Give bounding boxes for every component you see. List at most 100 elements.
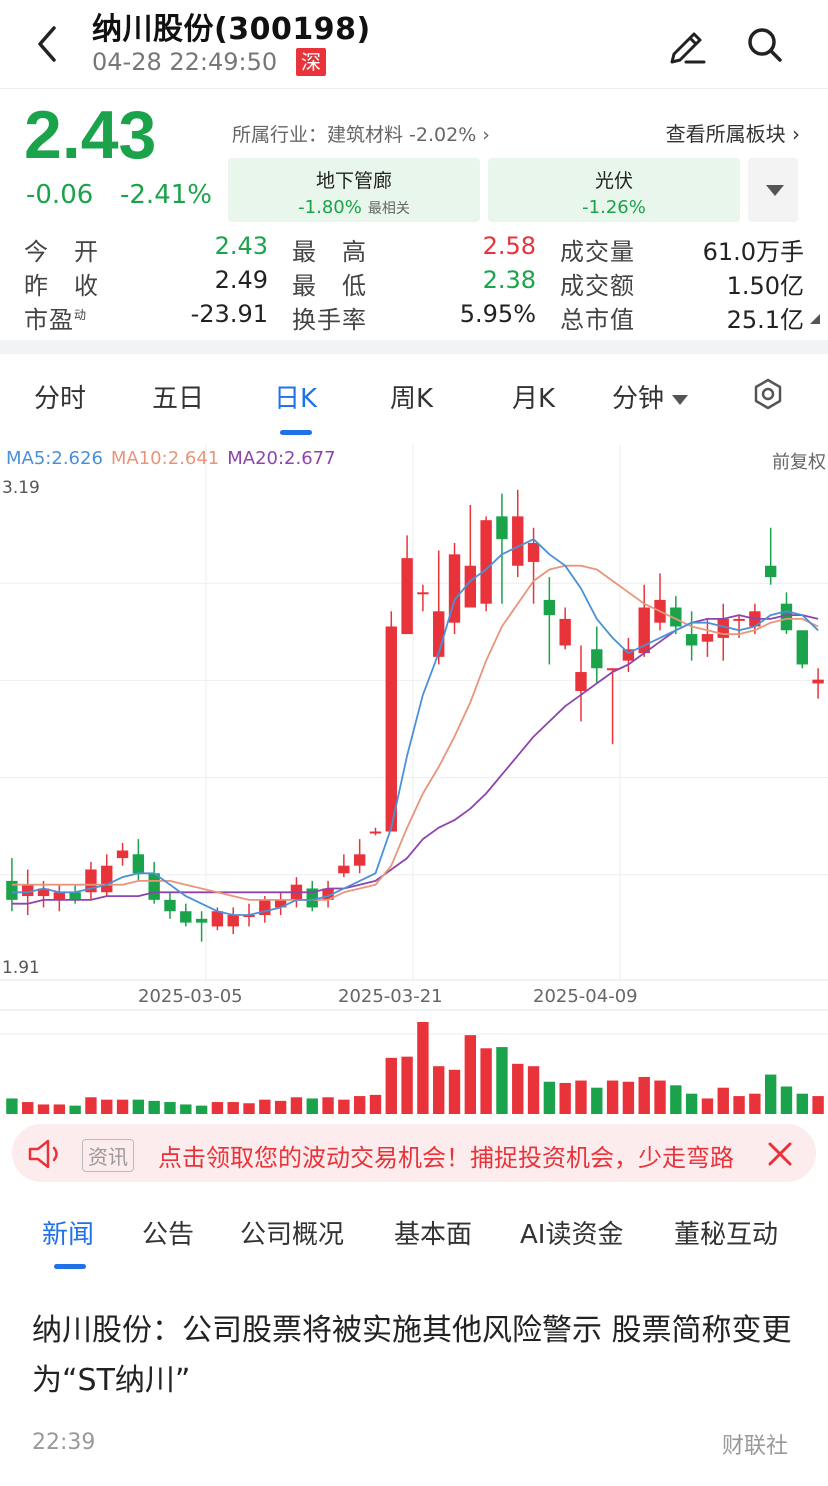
candle-body — [685, 634, 698, 646]
back-icon[interactable] — [28, 22, 68, 66]
candle-body — [575, 672, 587, 692]
candle-body — [132, 854, 145, 874]
volume-bar — [417, 1022, 429, 1114]
candle-body — [37, 888, 50, 897]
volume-bar — [780, 1086, 793, 1114]
search-icon[interactable] — [744, 24, 784, 64]
tab-news[interactable]: 新闻 — [42, 1220, 95, 1250]
expand-stats-icon[interactable] — [810, 314, 820, 324]
volume-bar — [622, 1081, 635, 1114]
volume-bar — [480, 1048, 492, 1114]
stat-value: 2.49 — [214, 266, 268, 294]
volume-bar — [116, 1099, 129, 1114]
tab-weekly-k[interactable]: 周K — [390, 384, 434, 414]
tab-secretary-qa[interactable]: 董秘互动 — [674, 1220, 779, 1250]
tab-monthly-k[interactable]: 月K — [512, 384, 556, 414]
price-change: -0.06 — [26, 180, 94, 210]
promo-banner[interactable] — [12, 1124, 816, 1182]
candle-body — [543, 599, 556, 616]
volume-bar — [274, 1100, 287, 1114]
candle-body — [164, 899, 176, 912]
volume-bar — [22, 1102, 34, 1114]
candle-body — [606, 668, 619, 671]
volume-bar — [685, 1093, 698, 1114]
candle-body — [385, 626, 397, 832]
candle-body — [369, 831, 382, 834]
volume-bar — [259, 1099, 271, 1114]
ma10-label: MA10:2.641 — [110, 448, 220, 469]
volume-bar — [591, 1087, 603, 1114]
news-item-source: 财联社 — [722, 1434, 789, 1459]
price-adjust-toggle[interactable]: 前复权 — [772, 452, 826, 473]
candle-body — [733, 618, 745, 621]
candle-body — [338, 865, 350, 874]
quote-datetime: 04-28 22:49:50 — [92, 48, 278, 76]
volume-bar — [733, 1096, 745, 1114]
speaker-icon — [28, 1139, 58, 1169]
stat-label-pe: 市盈动 — [24, 300, 87, 335]
candle-body — [180, 911, 192, 923]
stat-label: 换手率 — [292, 306, 367, 334]
volume-bar — [164, 1102, 176, 1114]
active-news-tab-indicator — [54, 1264, 86, 1269]
volume-bar — [796, 1093, 808, 1114]
tab-intraday[interactable]: 分时 — [34, 384, 87, 414]
ma5-line — [11, 538, 819, 916]
candle-body — [306, 888, 318, 908]
volume-bar — [433, 1066, 445, 1114]
volume-bar — [101, 1099, 113, 1114]
sector-expand-button[interactable] — [748, 158, 798, 222]
candle-body — [116, 850, 129, 859]
sector-card-1[interactable]: 地下管廊 -1.80% 最相关 — [228, 158, 480, 222]
close-icon[interactable] — [764, 1138, 796, 1170]
volume-bar — [180, 1104, 192, 1114]
volume-bar — [69, 1105, 81, 1114]
sector-name: 光伏 — [594, 170, 633, 192]
caret-down-icon — [766, 185, 784, 196]
candle-body — [6, 880, 18, 900]
candle-body — [211, 911, 224, 927]
stat-value: 2.38 — [482, 266, 536, 294]
candle-body — [559, 618, 571, 646]
stat-label-sup: 动 — [74, 308, 88, 322]
stat-label: 成交量 — [560, 238, 635, 266]
candle-body — [195, 918, 208, 923]
candle-body — [85, 869, 97, 893]
tab-minute[interactable]: 分钟 — [612, 378, 689, 415]
view-sectors-link[interactable]: 查看所属板块 › — [665, 122, 800, 146]
ma5-label: MA5:2.626 — [6, 448, 103, 469]
candle-body — [780, 603, 793, 631]
volume-bar — [575, 1080, 587, 1114]
tab-fundamentals[interactable]: 基本面 — [394, 1220, 473, 1250]
volume-bar — [211, 1102, 224, 1114]
sector-card-2[interactable]: 光伏 -1.26% — [488, 158, 740, 222]
volume-bar — [353, 1096, 366, 1114]
industry-link[interactable]: 所属行业：建筑材料 -2.02% › — [232, 124, 490, 146]
candle-body — [53, 892, 66, 900]
stat-value: 2.43 — [214, 232, 268, 260]
ma10-line — [11, 564, 819, 901]
promo-tag: 资讯 — [82, 1139, 134, 1172]
volume-bar — [290, 1097, 303, 1114]
volume-bar — [227, 1102, 239, 1114]
tab-announcements[interactable]: 公告 — [142, 1220, 195, 1250]
news-item-title[interactable]: 纳川股份：公司股票将被实施其他风险警示 股票简称变更为“ST纳川” — [32, 1313, 792, 1398]
tab-five-day[interactable]: 五日 — [152, 384, 205, 414]
tab-daily-k[interactable]: 日K — [274, 384, 318, 414]
volume-bar — [385, 1057, 397, 1114]
kline-chart[interactable] — [0, 444, 828, 1119]
tab-company-profile[interactable]: 公司概况 — [240, 1220, 345, 1250]
volume-bar — [638, 1076, 650, 1114]
stat-label: 市盈 — [24, 306, 74, 334]
edit-icon[interactable] — [666, 24, 708, 66]
tab-ai-funds[interactable]: AI读资金 — [520, 1220, 624, 1250]
candle-body — [448, 554, 461, 623]
stock-title: 纳川股份(300198) — [92, 12, 371, 47]
volume-bar — [322, 1097, 334, 1114]
promo-text[interactable]: 点击领取您的波动交易机会！捕捉投资机会，少走弯路 — [158, 1144, 734, 1172]
candle-body — [148, 873, 160, 900]
settings-icon[interactable] — [752, 378, 784, 410]
candle-body — [274, 899, 287, 908]
x-axis-date-label: 2025-04-09 — [533, 986, 638, 1007]
section-divider — [0, 340, 828, 354]
